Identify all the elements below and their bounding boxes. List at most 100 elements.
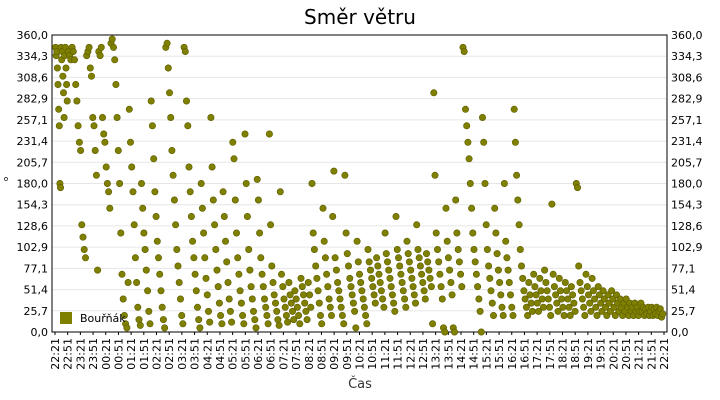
data-point bbox=[324, 283, 332, 291]
data-point bbox=[100, 130, 108, 138]
data-point bbox=[90, 122, 98, 130]
data-point bbox=[123, 324, 131, 332]
data-point bbox=[327, 311, 335, 319]
data-point bbox=[494, 266, 502, 274]
data-point bbox=[225, 295, 233, 303]
data-point bbox=[549, 270, 557, 278]
data-point bbox=[325, 295, 333, 303]
data-point bbox=[477, 328, 485, 336]
data-point bbox=[195, 316, 203, 324]
data-point bbox=[196, 324, 204, 332]
data-point bbox=[496, 278, 504, 286]
data-point bbox=[573, 184, 581, 192]
data-point bbox=[118, 270, 126, 278]
data-point bbox=[169, 171, 177, 179]
data-point bbox=[344, 262, 352, 270]
data-point bbox=[343, 250, 351, 258]
data-point bbox=[177, 295, 185, 303]
y-tick-label-right: 360,0 bbox=[671, 29, 703, 42]
data-point bbox=[371, 299, 379, 307]
data-point bbox=[583, 283, 591, 291]
y-tick-label-right: 334,3 bbox=[671, 50, 703, 63]
data-point bbox=[522, 303, 530, 311]
x-tick-label: 02:51 bbox=[163, 338, 176, 370]
data-point bbox=[538, 295, 546, 303]
data-point bbox=[265, 130, 273, 138]
data-point bbox=[194, 303, 202, 311]
data-point bbox=[284, 318, 292, 326]
data-point bbox=[337, 303, 345, 311]
data-point bbox=[213, 266, 221, 274]
data-point bbox=[543, 287, 551, 295]
data-point bbox=[548, 200, 556, 208]
data-point bbox=[387, 283, 395, 291]
data-point bbox=[550, 283, 558, 291]
data-point bbox=[114, 147, 122, 155]
data-point bbox=[438, 295, 446, 303]
x-tick-label: 06:51 bbox=[265, 338, 278, 370]
y-tick-label-left: 334,3 bbox=[17, 50, 49, 63]
data-point bbox=[593, 311, 601, 319]
data-point bbox=[504, 266, 512, 274]
data-point bbox=[534, 307, 542, 315]
data-point bbox=[230, 155, 238, 163]
data-point bbox=[414, 246, 422, 254]
data-point bbox=[455, 258, 463, 266]
data-point bbox=[134, 303, 142, 311]
y-tick-label-right: 128,6 bbox=[671, 220, 703, 233]
data-point bbox=[536, 274, 544, 282]
data-point bbox=[415, 254, 423, 262]
data-point bbox=[397, 270, 405, 278]
data-point bbox=[431, 171, 439, 179]
data-point bbox=[532, 291, 540, 299]
data-point bbox=[144, 287, 152, 295]
x-tick-label: 13:51 bbox=[442, 338, 455, 370]
data-point bbox=[589, 287, 597, 295]
data-point bbox=[77, 147, 85, 155]
data-point bbox=[448, 291, 456, 299]
data-point bbox=[470, 246, 478, 254]
data-point bbox=[214, 283, 222, 291]
x-tick-label: 21:51 bbox=[645, 338, 658, 370]
data-point bbox=[592, 303, 600, 311]
data-point bbox=[457, 270, 465, 278]
data-point bbox=[437, 283, 445, 291]
data-point bbox=[304, 278, 312, 286]
data-point bbox=[274, 316, 282, 324]
data-point bbox=[385, 266, 393, 274]
x-axis: 22:21 22:51 23:21 23:51 00:21 00:51 01:21 01:51… bbox=[49, 332, 671, 370]
x-tick-label: 17:51 bbox=[544, 338, 557, 370]
data-point bbox=[82, 254, 90, 262]
x-tick-label: 05:51 bbox=[239, 338, 252, 370]
x-tick-label: 19:51 bbox=[595, 338, 608, 370]
data-point bbox=[173, 246, 181, 254]
data-point bbox=[117, 229, 125, 237]
data-point bbox=[125, 105, 133, 113]
data-point bbox=[499, 311, 507, 319]
data-point bbox=[461, 105, 469, 113]
data-point bbox=[404, 250, 412, 258]
data-point bbox=[409, 283, 417, 291]
data-point bbox=[424, 258, 432, 266]
data-point bbox=[124, 278, 132, 286]
x-tick-label: 03:21 bbox=[176, 338, 189, 370]
data-point bbox=[211, 221, 219, 229]
data-point bbox=[530, 270, 538, 278]
x-tick-label: 00:21 bbox=[100, 338, 113, 370]
data-point bbox=[112, 81, 120, 89]
x-tick-label: 04:21 bbox=[201, 338, 214, 370]
data-point bbox=[179, 320, 187, 328]
data-point bbox=[488, 299, 496, 307]
data-point bbox=[151, 188, 159, 196]
data-point bbox=[338, 311, 346, 319]
data-point bbox=[54, 81, 62, 89]
data-point bbox=[103, 180, 111, 188]
data-point bbox=[136, 321, 144, 329]
data-point bbox=[476, 307, 484, 315]
data-point bbox=[376, 278, 384, 286]
data-point bbox=[314, 287, 322, 295]
data-point bbox=[452, 196, 460, 204]
data-point bbox=[243, 213, 251, 221]
data-point bbox=[128, 163, 136, 171]
data-point bbox=[483, 246, 491, 254]
